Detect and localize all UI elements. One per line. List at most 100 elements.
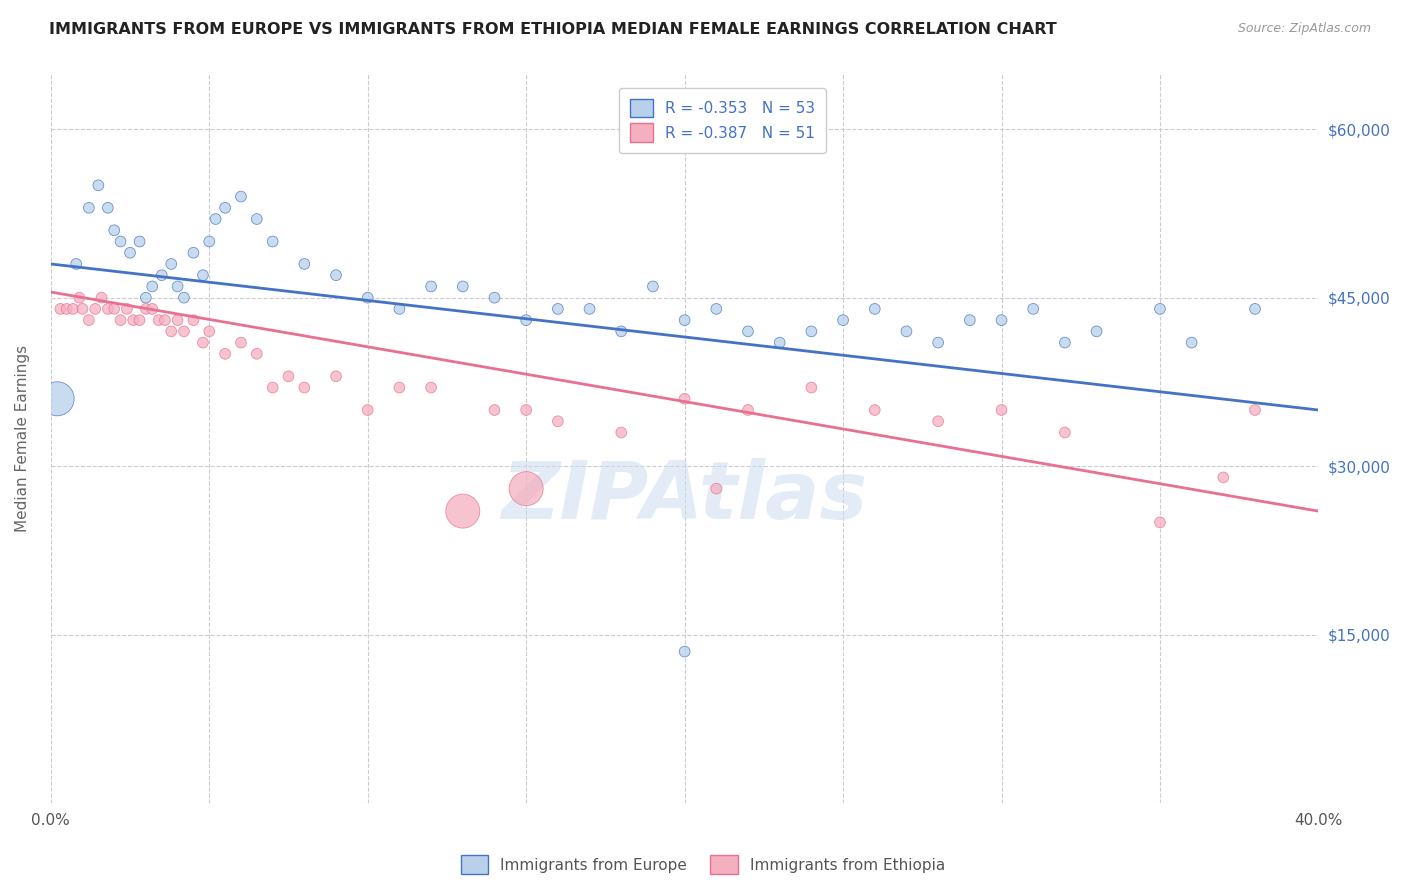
Point xyxy=(141,301,163,316)
Y-axis label: Median Female Earnings: Median Female Earnings xyxy=(15,344,30,532)
Point xyxy=(150,268,173,283)
Point xyxy=(515,482,537,496)
Point xyxy=(103,223,125,237)
Point xyxy=(704,482,727,496)
Point xyxy=(451,504,474,518)
Text: Source: ZipAtlas.com: Source: ZipAtlas.com xyxy=(1237,22,1371,36)
Point xyxy=(863,301,886,316)
Point xyxy=(832,313,855,327)
Point xyxy=(1181,335,1204,350)
Point xyxy=(141,279,163,293)
Point xyxy=(115,301,138,316)
Point xyxy=(84,301,107,316)
Legend: Immigrants from Europe, Immigrants from Ethiopia: Immigrants from Europe, Immigrants from … xyxy=(454,849,952,880)
Point xyxy=(388,301,411,316)
Point xyxy=(122,313,145,327)
Point xyxy=(160,324,183,338)
Point xyxy=(451,279,474,293)
Point xyxy=(704,301,727,316)
Point xyxy=(198,324,221,338)
Point xyxy=(420,380,443,394)
Point xyxy=(1212,470,1234,484)
Point xyxy=(673,392,696,406)
Point xyxy=(292,257,315,271)
Point xyxy=(547,414,569,428)
Point xyxy=(160,257,183,271)
Point xyxy=(262,235,284,249)
Point xyxy=(229,189,252,203)
Point xyxy=(198,235,221,249)
Point xyxy=(610,324,633,338)
Point xyxy=(1022,301,1045,316)
Point xyxy=(515,313,537,327)
Point xyxy=(97,301,120,316)
Point xyxy=(388,380,411,394)
Point xyxy=(927,335,949,350)
Point xyxy=(769,335,792,350)
Point xyxy=(46,392,69,406)
Point xyxy=(72,301,94,316)
Point xyxy=(246,347,269,361)
Point xyxy=(153,313,176,327)
Point xyxy=(547,301,569,316)
Point xyxy=(166,279,188,293)
Point xyxy=(204,212,226,227)
Point xyxy=(214,201,236,215)
Point xyxy=(515,403,537,417)
Point xyxy=(67,291,90,305)
Point xyxy=(49,301,72,316)
Point xyxy=(292,380,315,394)
Point xyxy=(229,335,252,350)
Point xyxy=(135,291,157,305)
Point xyxy=(128,313,150,327)
Point xyxy=(357,291,380,305)
Point xyxy=(277,369,299,384)
Point xyxy=(959,313,981,327)
Point xyxy=(737,324,759,338)
Point xyxy=(896,324,918,338)
Text: IMMIGRANTS FROM EUROPE VS IMMIGRANTS FROM ETHIOPIA MEDIAN FEMALE EARNINGS CORREL: IMMIGRANTS FROM EUROPE VS IMMIGRANTS FRO… xyxy=(49,22,1057,37)
Point xyxy=(1244,301,1267,316)
Point xyxy=(1085,324,1108,338)
Point xyxy=(183,313,205,327)
Point xyxy=(90,291,112,305)
Point xyxy=(191,268,214,283)
Point xyxy=(484,291,506,305)
Point xyxy=(214,347,236,361)
Point xyxy=(737,403,759,417)
Text: ZIPAtlas: ZIPAtlas xyxy=(502,458,868,535)
Point xyxy=(800,380,823,394)
Point xyxy=(173,324,195,338)
Point xyxy=(87,178,110,193)
Point xyxy=(55,301,77,316)
Point xyxy=(77,313,100,327)
Point xyxy=(1053,425,1076,440)
Point xyxy=(1149,516,1171,530)
Point xyxy=(62,301,84,316)
Point xyxy=(103,301,125,316)
Point xyxy=(77,201,100,215)
Point xyxy=(120,245,142,260)
Point xyxy=(110,313,132,327)
Point xyxy=(1149,301,1171,316)
Point xyxy=(191,335,214,350)
Point xyxy=(183,245,205,260)
Point xyxy=(484,403,506,417)
Point xyxy=(173,291,195,305)
Point xyxy=(863,403,886,417)
Point xyxy=(135,301,157,316)
Point xyxy=(990,313,1012,327)
Point xyxy=(65,257,87,271)
Point xyxy=(420,279,443,293)
Point xyxy=(325,369,347,384)
Point xyxy=(1053,335,1076,350)
Point xyxy=(990,403,1012,417)
Point xyxy=(110,235,132,249)
Point xyxy=(357,403,380,417)
Point xyxy=(927,414,949,428)
Point xyxy=(578,301,600,316)
Point xyxy=(148,313,170,327)
Point xyxy=(1244,403,1267,417)
Point xyxy=(325,268,347,283)
Point xyxy=(800,324,823,338)
